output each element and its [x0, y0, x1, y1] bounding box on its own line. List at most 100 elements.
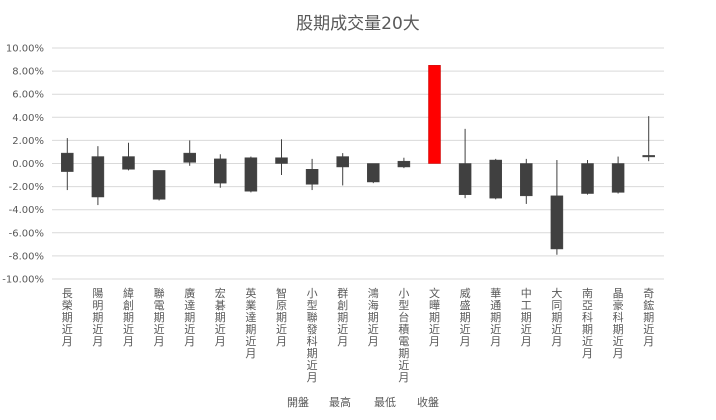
- candle-body: [642, 155, 655, 158]
- x-category-label: 月: [460, 335, 471, 348]
- x-category-label: 大: [551, 286, 562, 300]
- x-category-label: 近: [92, 323, 103, 336]
- x-category-label: 期: [276, 311, 287, 324]
- y-tick-label: 10.00%: [6, 44, 44, 55]
- x-category-label: 科: [307, 334, 318, 348]
- x-category-label: 月: [92, 335, 103, 348]
- x-category-label: 期: [643, 311, 654, 324]
- x-category-label: 近: [62, 323, 73, 336]
- x-category-label: 近: [215, 323, 226, 336]
- y-tick-label: 0.00%: [12, 159, 44, 170]
- x-category-label: 期: [582, 323, 593, 336]
- x-category-label: 近: [184, 323, 195, 336]
- candle-body: [336, 156, 349, 168]
- x-category-label: 業: [245, 299, 256, 312]
- x-category-label: 近: [276, 323, 287, 336]
- x-category-label: 月: [429, 335, 440, 348]
- x-category-label: 期: [490, 311, 501, 324]
- x-category-label: 積: [398, 322, 409, 336]
- legend-entry: 最低: [374, 396, 396, 409]
- x-category-label: 近: [490, 323, 501, 336]
- x-category-label: 期: [429, 311, 440, 324]
- x-category-label: 華: [490, 287, 501, 300]
- x-category-label: 近: [429, 323, 440, 336]
- x-category-label: 近: [307, 359, 318, 372]
- x-category-label: 宏: [215, 286, 226, 300]
- candle-body: [489, 159, 502, 199]
- candle-body: [91, 156, 105, 198]
- x-category-label: 月: [613, 347, 624, 360]
- x-category-label: 盛: [460, 298, 471, 312]
- x-category-label: 期: [307, 347, 318, 360]
- x-category-label: 工: [521, 299, 532, 312]
- x-category-label: 月: [123, 335, 134, 348]
- x-category-label: 海: [368, 298, 379, 312]
- chart-title: 股期成交量20大: [296, 14, 420, 34]
- candle-body: [61, 152, 74, 172]
- x-category-label: 緯: [123, 286, 134, 300]
- x-category-label: 期: [154, 311, 165, 324]
- x-category-label: 期: [215, 311, 226, 324]
- x-category-label: 電: [398, 335, 409, 348]
- x-category-label: 近: [460, 323, 471, 336]
- x-category-label: 近: [643, 323, 654, 336]
- x-category-label: 達: [245, 311, 256, 324]
- x-category-label: 期: [613, 323, 624, 336]
- x-category-label: 月: [245, 347, 256, 360]
- candle-body: [458, 163, 472, 195]
- x-category-label: 群: [337, 286, 348, 300]
- x-category-label: 月: [368, 335, 379, 348]
- candle-body-highlight: [428, 65, 441, 164]
- x-category-label: 南: [582, 287, 593, 300]
- x-category-label: 通: [490, 299, 501, 312]
- y-tick-label: 4.00%: [12, 113, 44, 124]
- x-category-label: 小: [307, 287, 318, 300]
- x-category-label: 晶: [613, 287, 624, 300]
- x-category-label: 英: [245, 286, 256, 300]
- x-category-label: 月: [276, 335, 287, 348]
- x-category-label: 近: [245, 335, 256, 348]
- candle-body: [581, 163, 594, 194]
- legend-entry: 收盤: [417, 395, 439, 409]
- x-category-label: 近: [521, 323, 532, 336]
- candle-body: [611, 163, 625, 193]
- x-category-label: 原: [276, 299, 287, 312]
- x-category-label: 電: [154, 299, 165, 312]
- x-category-label: 月: [398, 371, 409, 384]
- x-category-label: 同: [551, 299, 562, 312]
- x-category-label: 近: [368, 323, 379, 336]
- y-tick-label: -4.00%: [9, 205, 44, 216]
- x-category-label: 期: [184, 311, 195, 324]
- candle-body: [397, 160, 411, 168]
- x-category-label: 廣: [184, 286, 195, 300]
- x-category-label: 文: [429, 286, 440, 300]
- candle-body: [152, 170, 166, 200]
- x-category-label: 期: [337, 311, 348, 324]
- candle-body: [367, 163, 380, 183]
- x-category-label: 曄: [429, 299, 440, 312]
- x-category-label: 小: [398, 287, 409, 300]
- x-category-label: 期: [92, 311, 103, 324]
- x-category-label: 陽: [92, 287, 103, 300]
- candle-body: [244, 157, 258, 192]
- x-category-label: 智: [276, 286, 287, 300]
- x-category-label: 近: [123, 323, 134, 336]
- x-category-label: 型: [307, 298, 318, 312]
- x-category-label: 近: [398, 359, 409, 372]
- x-category-label: 長: [62, 287, 73, 300]
- x-category-label: 期: [521, 311, 532, 324]
- x-category-label: 近: [154, 323, 165, 336]
- x-category-label: 聯: [154, 287, 165, 300]
- x-category-label: 月: [582, 347, 593, 360]
- x-category-label: 鋐: [643, 298, 654, 312]
- candle-body: [275, 157, 288, 164]
- x-category-label: 月: [62, 335, 73, 348]
- y-tick-label: -2.00%: [9, 182, 44, 193]
- candle-body: [214, 158, 227, 184]
- x-category-label: 亞: [582, 299, 593, 312]
- legend-entry: 開盤: [287, 396, 309, 409]
- x-category-label: 豪: [613, 298, 624, 312]
- x-category-label: 期: [62, 311, 73, 324]
- y-tick-label: -6.00%: [9, 228, 44, 239]
- y-tick-label: -8.00%: [9, 251, 44, 262]
